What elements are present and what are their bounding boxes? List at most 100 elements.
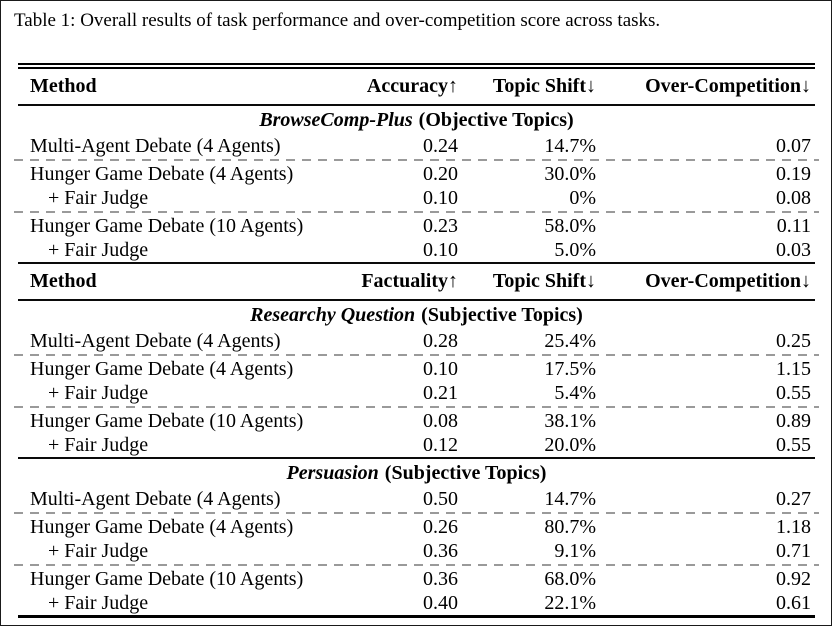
midrule-divider <box>18 299 815 301</box>
metric2-cell: 20.0% <box>544 433 596 456</box>
method-cell: + Fair Judge <box>48 591 149 614</box>
table-row: Hunger Game Debate (10 Agents) 0.36 68.0% 0… <box>18 567 815 591</box>
method-cell: Multi-Agent Debate (4 Agents) <box>30 134 281 157</box>
method-cell: + Fair Judge <box>48 539 149 562</box>
metric1-cell: 0.08 <box>423 409 458 432</box>
metric1-cell: 0.12 <box>423 433 458 456</box>
results-table: Method Accuracy↑ Topic Shift↓ Over-Competit… <box>14 63 819 618</box>
midrule-divider <box>18 104 815 106</box>
metric3-cell: 0.07 <box>776 134 811 157</box>
metric2-cell: 38.1% <box>544 409 596 432</box>
section-header: BrowseComp-Plus (Objective Topics) <box>18 106 815 134</box>
method-cell: Multi-Agent Debate (4 Agents) <box>30 329 281 352</box>
metric3-cell: 0.71 <box>776 539 811 562</box>
metric1-cell: Factuality↑ <box>361 270 458 292</box>
metric2-cell: 0% <box>569 186 596 209</box>
metric3-cell: 0.25 <box>776 329 811 352</box>
metric3-cell: 1.18 <box>776 515 811 538</box>
method-cell: Hunger Game Debate (4 Agents) <box>30 357 294 380</box>
method-cell: Multi-Agent Debate (4 Agents) <box>30 487 281 510</box>
metric3-cell: 0.61 <box>776 591 811 614</box>
metric3-cell: 0.89 <box>776 409 811 432</box>
dashed-divider <box>14 211 819 213</box>
metric3-cell: 0.08 <box>776 186 811 209</box>
metric1-cell: 0.10 <box>423 357 458 380</box>
method-cell: + Fair Judge <box>48 381 149 404</box>
metric1-cell: 0.24 <box>423 134 458 157</box>
header-row: Method Factuality↑ Topic Shift↓ Over-Compet… <box>18 264 815 299</box>
metric1-cell: 0.10 <box>423 186 458 209</box>
method-cell: Hunger Game Debate (4 Agents) <box>30 515 294 538</box>
method-cell: + Fair Judge <box>48 433 149 456</box>
metric2-cell: 17.5% <box>544 357 596 380</box>
metric1-cell: 0.26 <box>423 515 458 538</box>
metric1-cell: 0.50 <box>423 487 458 510</box>
method-cell: Hunger Game Debate (10 Agents) <box>30 409 304 432</box>
method-cell: Method <box>30 75 97 97</box>
midrule-divider <box>18 262 815 264</box>
toprule-divider <box>18 63 815 69</box>
table-row: + Fair Judge 0.10 5.0% 0.03 <box>18 238 815 262</box>
dashed-divider <box>14 512 819 514</box>
metric2-cell: 14.7% <box>544 134 596 157</box>
metric1-cell: 0.36 <box>423 539 458 562</box>
method-cell: Method <box>30 270 97 292</box>
section-title-italic: Persuasion <box>286 461 379 484</box>
section-header: Researchy Question (Subjective Topics) <box>18 301 815 329</box>
metric3-cell: 0.19 <box>776 162 811 185</box>
metric2-cell: 68.0% <box>544 567 596 590</box>
metric1-cell: 0.28 <box>423 329 458 352</box>
metric1-cell: 0.40 <box>423 591 458 614</box>
table-row: Hunger Game Debate (4 Agents) 0.26 80.7% 1.… <box>18 515 815 539</box>
metric1-cell: 0.20 <box>423 162 458 185</box>
metric1-cell: 0.36 <box>423 567 458 590</box>
table-row: + Fair Judge 0.36 9.1% 0.71 <box>18 539 815 563</box>
metric3-cell: Over-Competition↓ <box>645 270 811 292</box>
metric1-cell: 0.10 <box>423 238 458 261</box>
table-row: Multi-Agent Debate (4 Agents) 0.24 14.7% 0.… <box>18 134 815 158</box>
method-cell: Hunger Game Debate (10 Agents) <box>30 214 304 237</box>
table-row: Hunger Game Debate (4 Agents) 0.10 17.5% 1.… <box>18 357 815 381</box>
metric3-cell: 0.92 <box>776 567 811 590</box>
table-row: Hunger Game Debate (10 Agents) 0.08 38.1% 0… <box>18 409 815 433</box>
table-row: Multi-Agent Debate (4 Agents) 0.50 14.7% 0.… <box>18 487 815 511</box>
metric2-cell: 58.0% <box>544 214 596 237</box>
method-cell: Hunger Game Debate (4 Agents) <box>30 162 294 185</box>
method-cell: + Fair Judge <box>48 186 149 209</box>
metric2-cell: Topic Shift↓ <box>492 270 596 292</box>
metric3-cell: 0.03 <box>776 238 811 261</box>
metric1-cell: 0.23 <box>423 214 458 237</box>
metric2-cell: 9.1% <box>554 539 596 562</box>
method-cell: + Fair Judge <box>48 238 149 261</box>
metric2-cell: 80.7% <box>544 515 596 538</box>
metric3-cell: 0.27 <box>776 487 811 510</box>
method-cell: Hunger Game Debate (10 Agents) <box>30 567 304 590</box>
dashed-divider <box>14 159 819 161</box>
bottomrule-divider <box>18 615 815 618</box>
section-title-qualifier: (Objective Topics) <box>418 108 574 131</box>
metric3-cell: Over-Competition↓ <box>645 75 811 97</box>
table-row: + Fair Judge 0.21 5.4% 0.55 <box>18 381 815 405</box>
metric3-cell: 0.55 <box>776 381 811 404</box>
metric2-cell: 25.4% <box>544 329 596 352</box>
section-title-qualifier: (Subjective Topics) <box>421 303 583 326</box>
midrule-divider <box>18 457 815 459</box>
metric3-cell: 0.55 <box>776 433 811 456</box>
metric3-cell: 1.15 <box>776 357 811 380</box>
table-row: + Fair Judge 0.12 20.0% 0.55 <box>18 433 815 457</box>
table-row: Hunger Game Debate (10 Agents) 0.23 58.0% 0… <box>18 214 815 238</box>
metric2-cell: 5.0% <box>554 238 596 261</box>
metric2-cell: Topic Shift↓ <box>492 75 596 97</box>
dashed-divider <box>14 354 819 356</box>
metric2-cell: 14.7% <box>544 487 596 510</box>
section-header: Persuasion (Subjective Topics) <box>18 459 815 487</box>
header-row: Method Accuracy↑ Topic Shift↓ Over-Competit… <box>18 69 815 104</box>
table-caption: Table 1: Overall results of task perform… <box>14 10 661 31</box>
metric2-cell: 30.0% <box>544 162 596 185</box>
dashed-divider <box>14 564 819 566</box>
metric3-cell: 0.11 <box>776 214 811 237</box>
dashed-divider <box>14 406 819 408</box>
metric2-cell: 5.4% <box>554 381 596 404</box>
section-title-italic: BrowseComp-Plus <box>259 108 413 131</box>
metric1-cell: 0.21 <box>423 381 458 404</box>
